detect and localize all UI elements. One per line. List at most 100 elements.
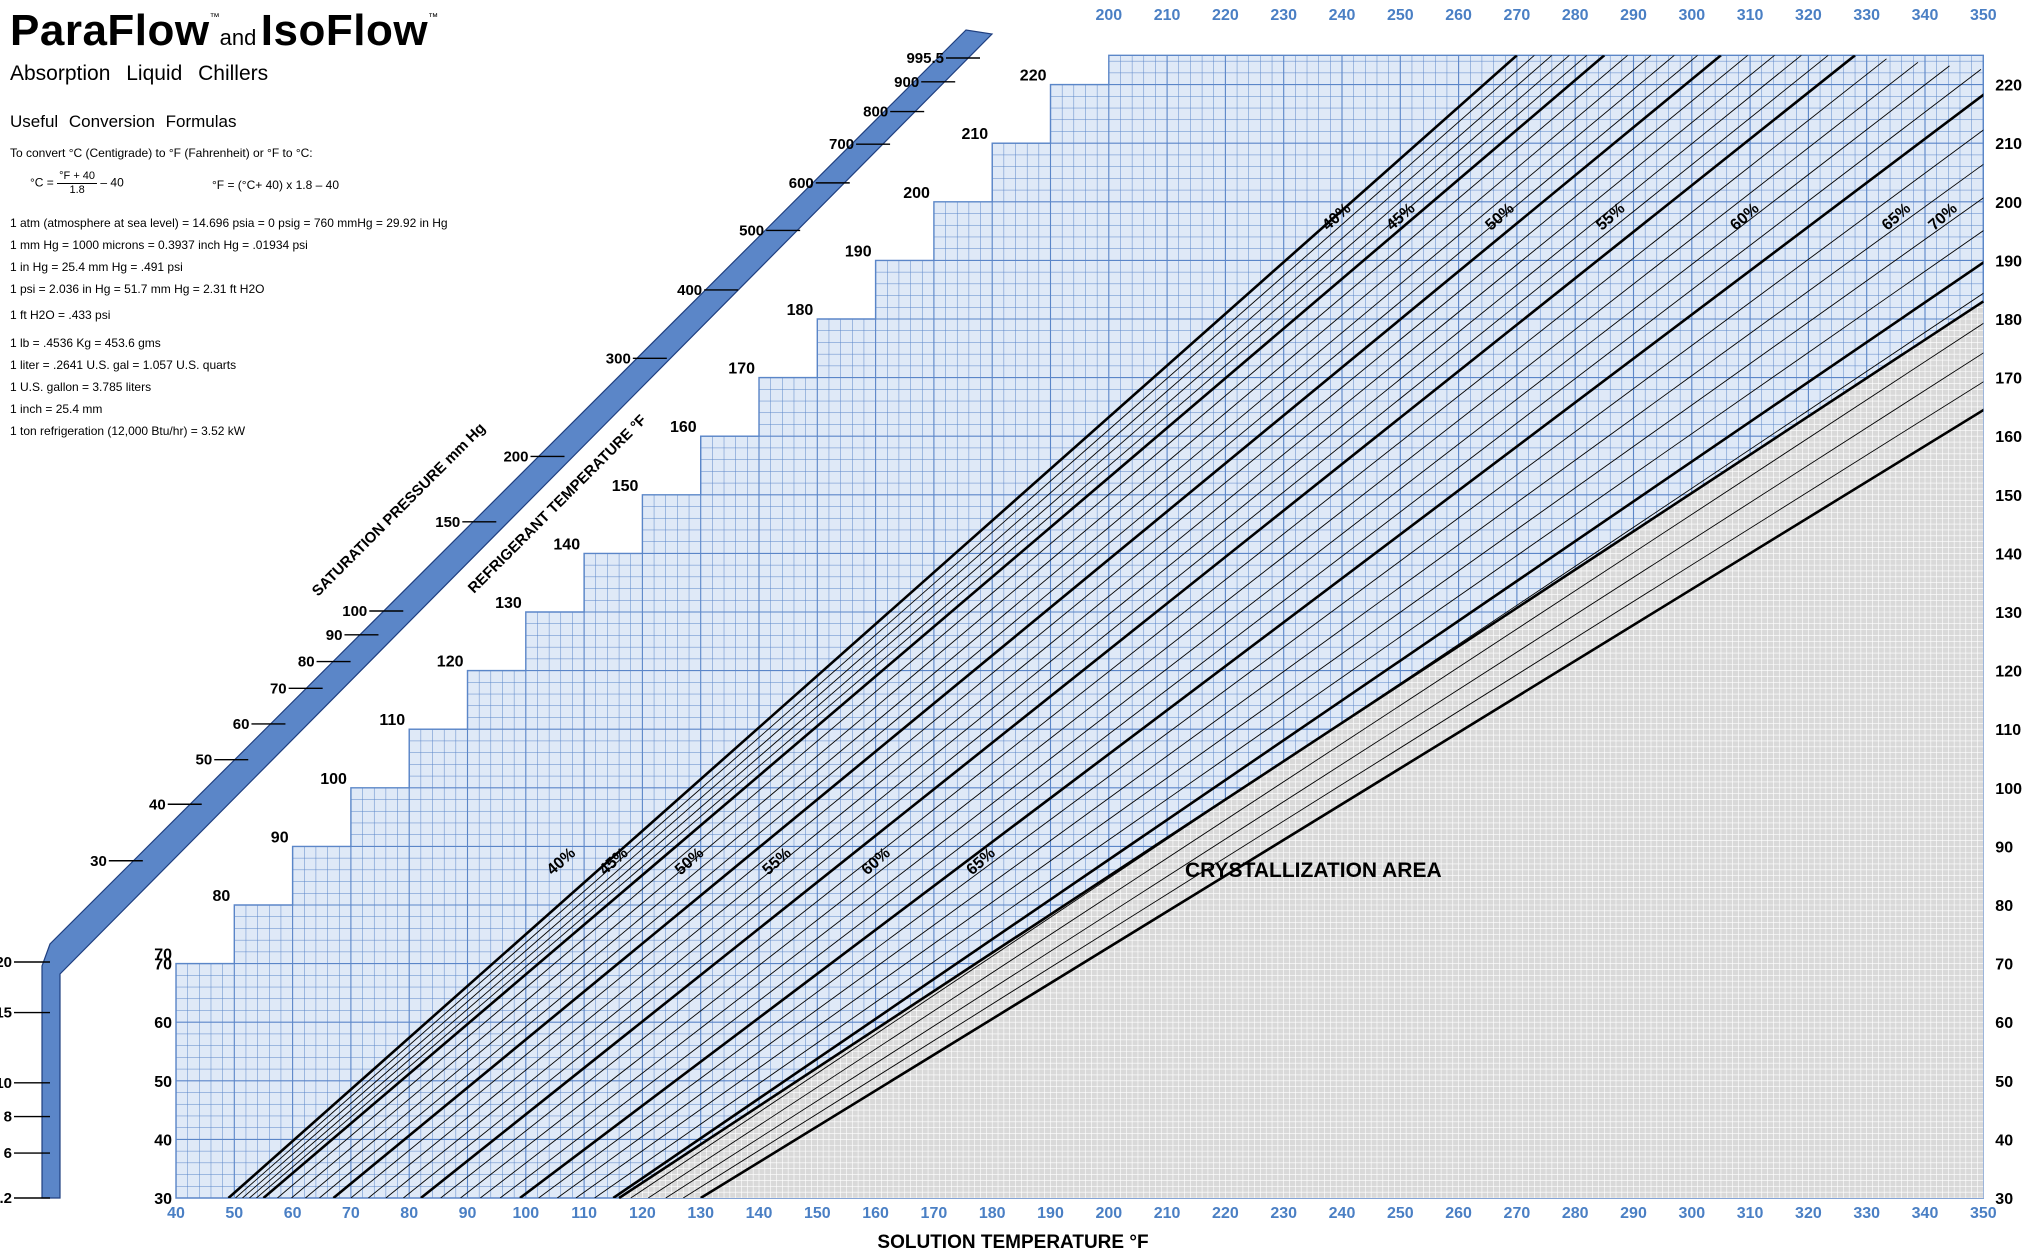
right-y-tick-label: 210 [1995, 136, 2022, 153]
conversion-line: 1 ton refrigeration (12,000 Btu/hr) = 3.… [10, 424, 246, 438]
intermediate-line [242, 55, 1553, 1198]
intermediate-line [350, 55, 1749, 1198]
x-top-tick-label: 260 [1445, 7, 1472, 24]
x-tick-label: 220 [1212, 1205, 1239, 1222]
x-top-tick-label: 230 [1270, 7, 1297, 24]
conversion-line: 1 atm (atmosphere at sea level) = 14.696… [10, 216, 448, 230]
subtitle: Absorption Liquid Chillers [10, 62, 269, 85]
x-top-tick-label: 240 [1329, 7, 1356, 24]
intermediate-line [538, 86, 1984, 1198]
right-y-tick-label: 40 [1995, 1132, 2013, 1149]
x-tick-label: 230 [1270, 1205, 1297, 1222]
intermediate-line [594, 128, 1984, 1198]
x-tick-label: 50 [225, 1205, 243, 1222]
step-temp-label: 140 [553, 536, 580, 553]
pressure-tick-label: 80 [298, 654, 315, 671]
pressure-tick-label: 800 [863, 104, 888, 121]
brand-title: ParaFlow™and IsoFlow™ [10, 6, 438, 56]
convert-intro: To convert °C (Centigrade) to °F (Fahren… [10, 146, 313, 160]
x-tick-label: 90 [459, 1205, 477, 1222]
x-top-tick-label: 290 [1620, 7, 1647, 24]
intermediate-line [665, 195, 1984, 1198]
x-tick-label: 270 [1504, 1205, 1531, 1222]
pressure-tick-label: 100 [342, 603, 367, 620]
x-axis-title: SOLUTION TEMPERATURE °F [877, 1232, 1148, 1253]
x-tick-label: 200 [1095, 1205, 1122, 1222]
x-tick-label: 120 [629, 1205, 656, 1222]
step-temp-label: 170 [728, 361, 755, 378]
right-y-tick-label: 200 [1995, 195, 2022, 212]
step-temp-label: 100 [320, 771, 347, 788]
conversion-line: 1 ft H2O = .433 psi [10, 308, 111, 322]
conversion-line: 1 psi = 2.036 in Hg = 51.7 mm Hg = 2.31 … [10, 282, 265, 296]
intermediate-line [460, 61, 1919, 1198]
right-y-tick-label: 190 [1995, 253, 2022, 270]
x-tick-label: 70 [342, 1205, 360, 1222]
trademark-1: ™ [209, 12, 220, 23]
intermediate-line [305, 55, 1675, 1198]
pressure-tick-label: 15 [0, 1005, 12, 1022]
intermediate-line [256, 55, 1588, 1198]
brand-paraflow: ParaFlow [10, 6, 210, 55]
x-tick-label: 240 [1329, 1205, 1356, 1222]
x-top-tick-label: 310 [1737, 7, 1764, 24]
pressure-tick-label: 6 [4, 1145, 12, 1162]
pressure-tick-label: 150 [435, 514, 460, 531]
pressure-tick-label: 70 [270, 680, 287, 697]
pressure-tick-label: 300 [606, 350, 631, 367]
intermediate-line [403, 55, 1829, 1198]
c-formula-lhs: °C = [30, 175, 54, 190]
x-top-tick-label: 340 [1912, 7, 1939, 24]
pressure-tick-label: 60 [233, 716, 250, 733]
intermediate-line [319, 55, 1698, 1198]
conversion-line: 1 in Hg = 25.4 mm Hg = .491 psi [10, 260, 183, 274]
right-y-tick-label: 140 [1995, 546, 2022, 563]
brand-and: and [219, 25, 257, 50]
step-temp-label: 200 [903, 185, 930, 202]
c-formula-rhs: – 40 [100, 175, 124, 190]
x-tick-label: 130 [687, 1205, 714, 1222]
pressure-tick-label: 20 [0, 954, 12, 971]
step-temp-label: 180 [787, 302, 814, 319]
right-y-tick-label: 120 [1995, 664, 2022, 681]
pressure-tick-label: 995.5 [906, 50, 944, 67]
conversion-line: 1 liter = .2641 U.S. gal = 1.057 U.S. qu… [10, 358, 237, 372]
x-top-tick-label: 250 [1387, 7, 1414, 24]
x-tick-label: 160 [862, 1205, 889, 1222]
pressure-tick-label: 8 [4, 1109, 12, 1126]
conversion-line: 1 U.S. gallon = 3.785 liters [10, 380, 152, 394]
series-line-65pct [612, 142, 1984, 1198]
trademark-2: ™ [428, 12, 439, 23]
conversion-line: 1 mm Hg = 1000 microns = 0.3937 inch Hg … [10, 238, 308, 252]
step-temp-label: 190 [845, 243, 872, 260]
step-temp-label: 110 [379, 712, 405, 729]
x-tick-label: 320 [1795, 1205, 1822, 1222]
x-tick-label: 190 [1037, 1205, 1064, 1222]
x-top-tick-label: 280 [1562, 7, 1589, 24]
x-tick-label: 60 [284, 1205, 302, 1222]
crystallization-fill [619, 301, 1984, 1198]
concentration-lines [227, 55, 1985, 1200]
x-tick-label: 330 [1853, 1205, 1880, 1222]
x-top-tick-label: 210 [1154, 7, 1181, 24]
pressure-axis-title: SATURATION PRESSURE mm Hg [309, 420, 489, 600]
series-line-70pct [700, 229, 1984, 1198]
step-temp-label: 80 [213, 888, 231, 905]
c-formula-num: °F + 40 [57, 170, 98, 184]
right-y-tick-label: 80 [1995, 898, 2013, 915]
right-y-tick-label: 130 [1995, 605, 2022, 622]
x-tick-label: 150 [804, 1205, 831, 1222]
pressure-tick-label: 200 [503, 448, 528, 465]
left-temp-tick-label: 30 [154, 1191, 172, 1208]
c-formula-den: 1.8 [69, 184, 85, 196]
x-top-tick-label: 350 [1970, 7, 1997, 24]
right-y-tick-label: 100 [1995, 781, 2022, 798]
conversion-line: 1 lb = .4536 Kg = 453.6 gms [10, 336, 161, 350]
brand-isoflow: IsoFlow [260, 6, 429, 55]
series-line-55pct [420, 55, 1856, 1198]
pressure-tick-label: 50 [196, 752, 213, 769]
intermediate-line [235, 55, 1535, 1198]
intermediate-line [385, 55, 1802, 1198]
right-y-tick-label: 60 [1995, 1015, 2013, 1032]
intermediate-line [557, 100, 1984, 1198]
